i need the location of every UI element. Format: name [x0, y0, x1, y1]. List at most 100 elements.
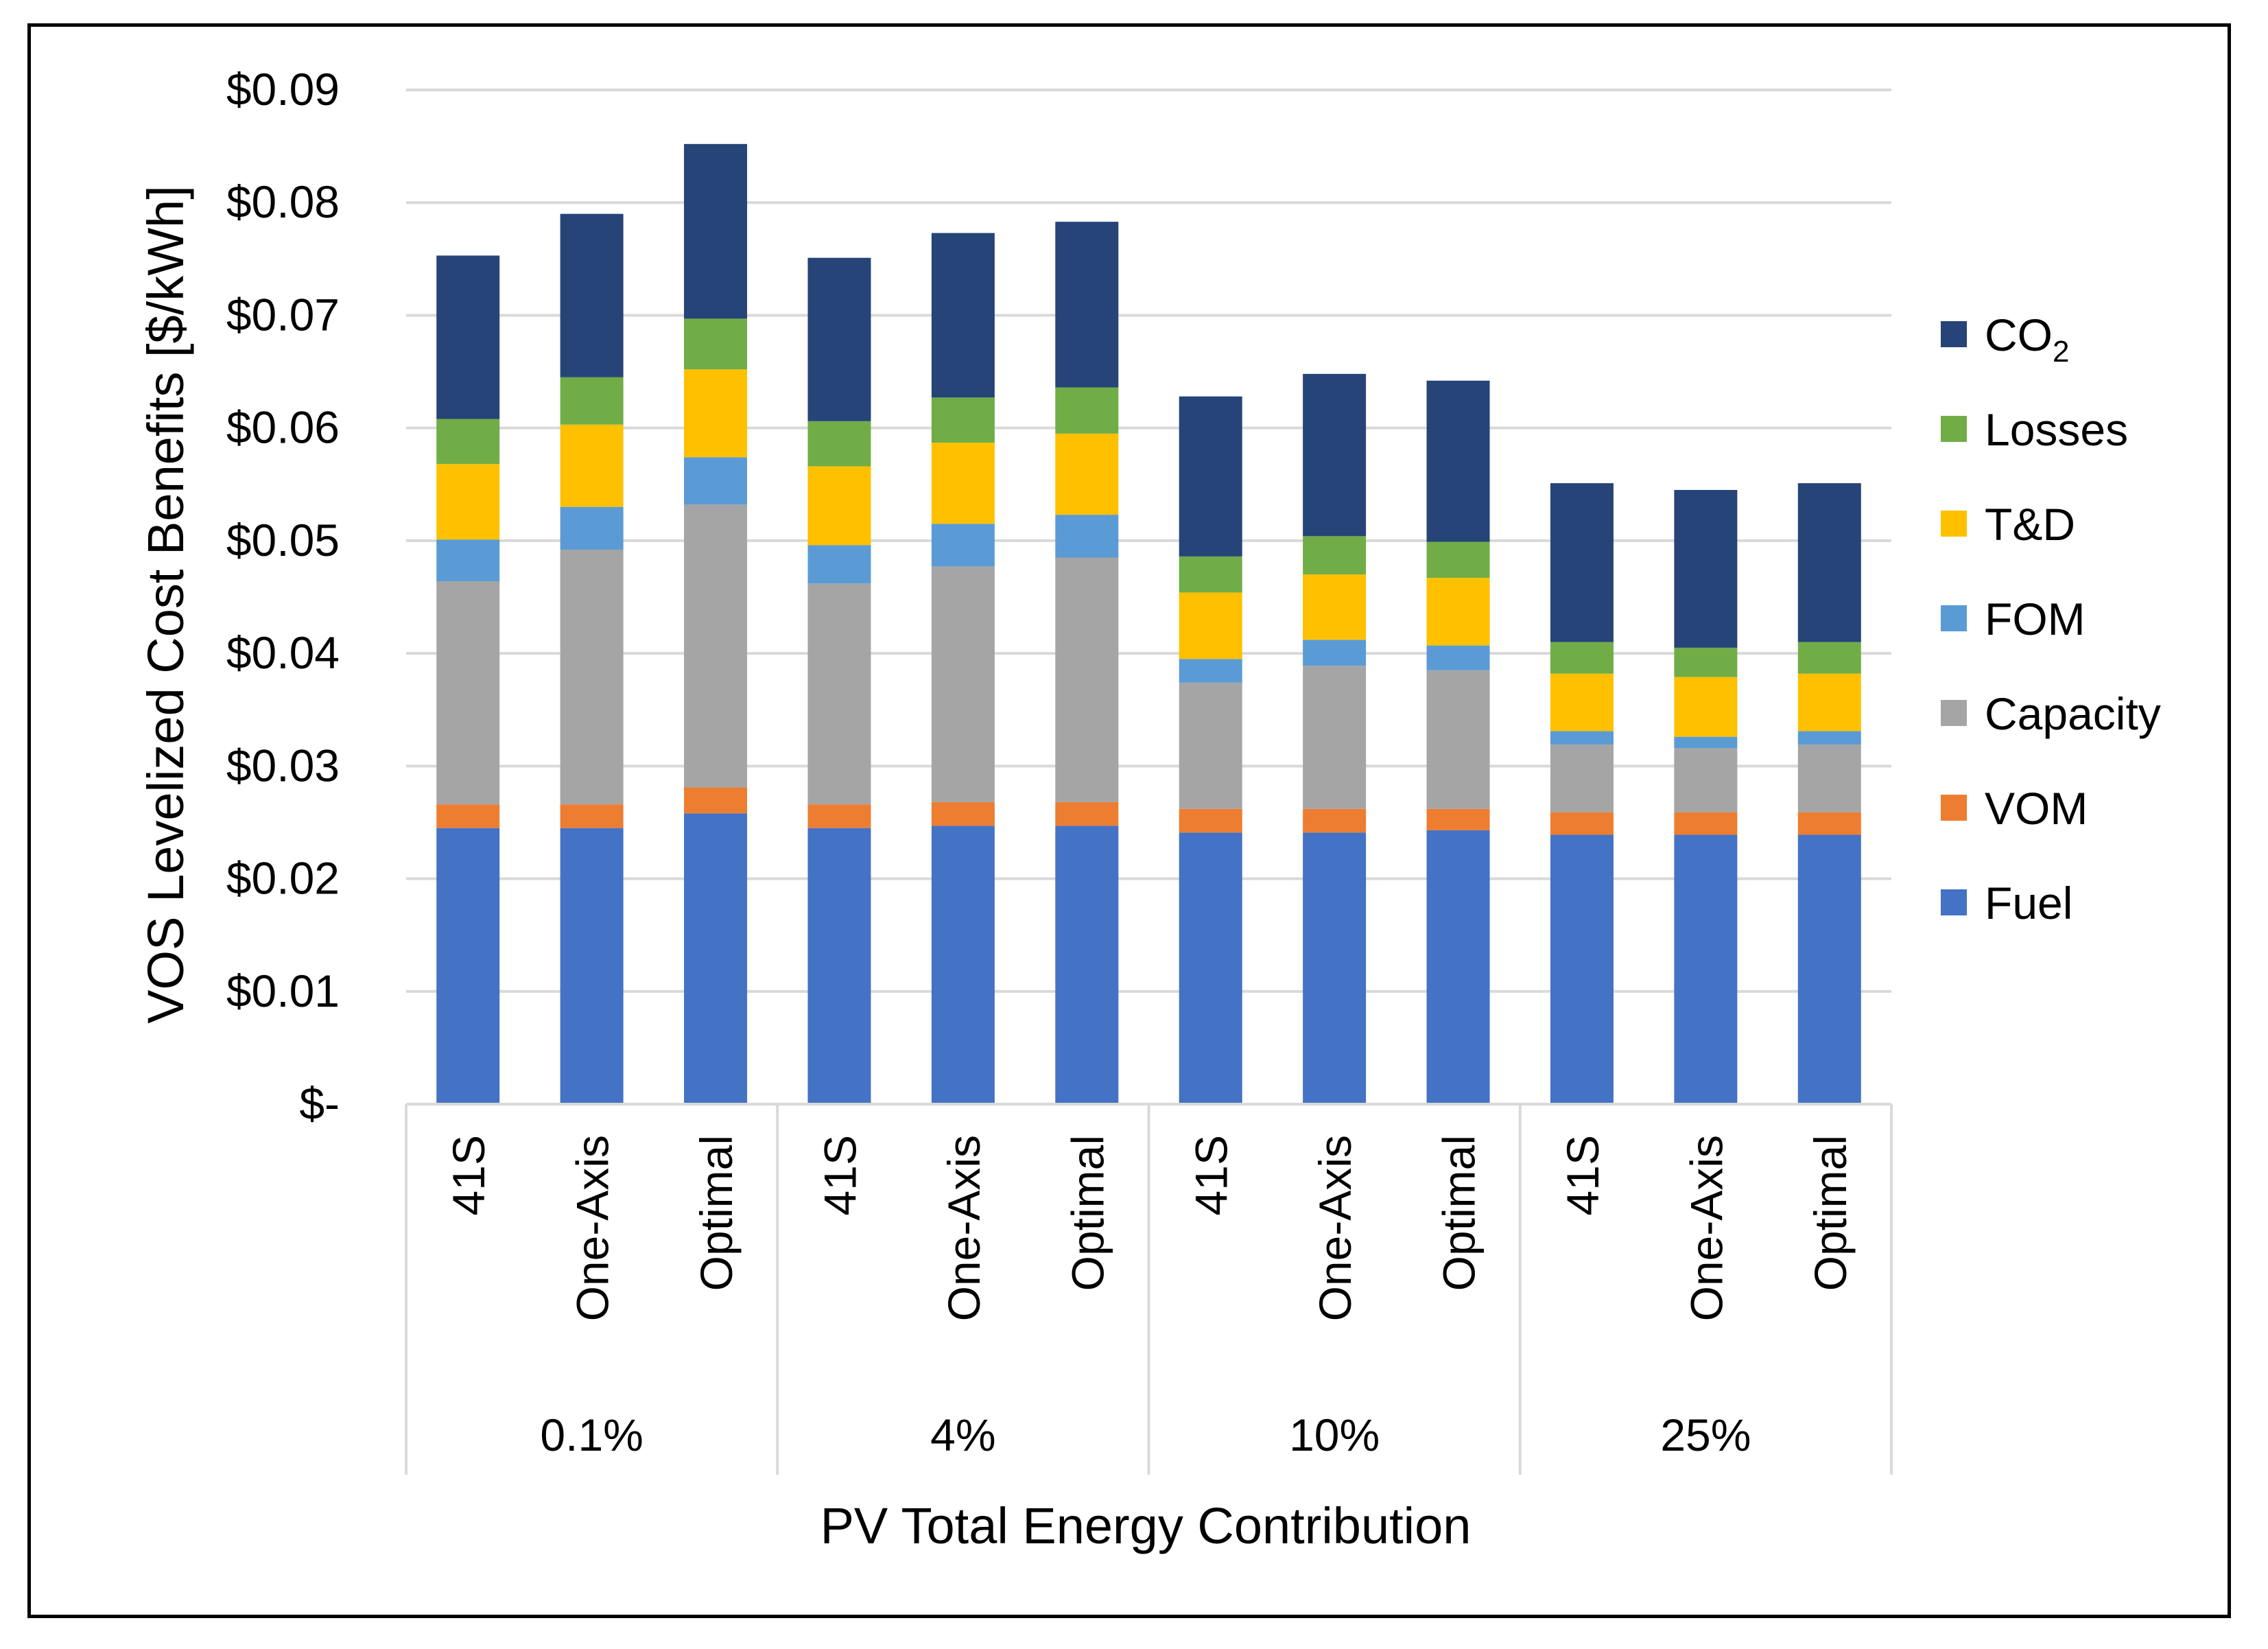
bar-segment-capacity: [1797, 745, 1861, 812]
bar-segment-fuel: [931, 826, 995, 1104]
bar-segment-fuel: [1797, 834, 1861, 1104]
legend-label-text: VOM: [1985, 783, 2088, 834]
bar-segment-fuel: [1674, 834, 1738, 1104]
bar-segment-t-d: [807, 466, 871, 546]
bar-segment-co: [684, 143, 748, 319]
y-tick-label: $0.05: [226, 515, 340, 565]
bar-segment-t-d: [436, 464, 500, 540]
x-axis: 41S One-Axis Optimal 0.1% 41S One-Axis Optimal…: [405, 1103, 1893, 1475]
legend-swatch: [1941, 511, 1967, 537]
bar-segment-capacity: [807, 583, 871, 805]
stacked-bar-chart: $- $0.01 $0.02 $0.03 $0.04 $0.05 $0.06 $0.07 $0.…: [137, 64, 2161, 1554]
group-label: 25%: [1660, 1410, 1751, 1460]
y-tick-label: $0.08: [226, 176, 340, 227]
bar-segment-fuel: [1055, 826, 1119, 1104]
legend-label-subscript: 2: [2053, 335, 2069, 369]
bar-segment-losses: [1797, 642, 1861, 674]
legend-label-text: FOM: [1985, 594, 2086, 644]
x-tick-label: One-Axis: [567, 1135, 618, 1321]
x-tick-label: One-Axis: [938, 1135, 989, 1321]
bar-segment-fom: [1426, 645, 1490, 670]
bar-segment-vom: [1674, 812, 1738, 835]
bar-segment-t-d: [560, 424, 624, 507]
bar-segment-co: [436, 255, 500, 419]
x-tick-label: Optimal: [1062, 1135, 1113, 1291]
bar-segment-fuel: [684, 813, 748, 1104]
bar-segment-t-d: [1055, 433, 1119, 515]
y-tick-label: $0.04: [226, 627, 340, 678]
bar-segment-fom: [684, 457, 748, 505]
bar-segment-co: [1797, 483, 1861, 642]
bar-segment-co: [1303, 373, 1367, 537]
y-axis-ticks: $- $0.01 $0.02 $0.03 $0.04 $0.05 $0.06 $0.07 $0.…: [226, 64, 340, 1129]
bar-segment-t-d: [1179, 592, 1242, 659]
bar-segment-capacity: [684, 504, 748, 788]
bar-segment-fom: [1303, 640, 1367, 666]
y-tick-label: $-: [299, 1078, 340, 1129]
legend-label-text: Fuel: [1985, 878, 2072, 928]
y-tick-label: $0.01: [226, 966, 340, 1016]
legend: CO2 Losses T&D FOM Capacity VOM Fuel: [1941, 309, 2161, 928]
bar-segment-t-d: [1303, 574, 1367, 640]
bar-segment-co: [1674, 489, 1738, 648]
bar-segment-fuel: [1550, 834, 1614, 1104]
legend-label: Fuel: [1985, 878, 2072, 928]
bar-segment-fom: [560, 506, 624, 550]
x-tick-label: Optimal: [691, 1135, 742, 1291]
bar-segment-vom: [1426, 808, 1490, 830]
bar-segment-co: [1426, 380, 1490, 542]
bar-segment-vom: [436, 804, 500, 828]
bar-segment-fom: [1797, 731, 1861, 745]
bar-segment-fuel: [560, 828, 624, 1104]
x-tick-label: 41S: [443, 1135, 494, 1215]
x-tick-label: 41S: [814, 1135, 865, 1215]
bar-segment-co: [1179, 396, 1242, 557]
legend-label-text: CO: [1985, 309, 2053, 360]
legend-swatch: [1941, 700, 1967, 726]
x-axis-label: PV Total Energy Contribution: [820, 1497, 1472, 1554]
bar-segment-vom: [931, 802, 995, 826]
bar-segment-losses: [560, 377, 624, 425]
bar-segment-losses: [1303, 536, 1367, 575]
bar-segment-fom: [1550, 731, 1614, 745]
bar-segment-losses: [931, 397, 995, 443]
bar-segment-vom: [1055, 802, 1119, 826]
bar-segment-co: [807, 257, 871, 421]
bar-segment-fuel: [436, 828, 500, 1104]
bar-segment-vom: [1797, 812, 1861, 835]
bar-segment-t-d: [684, 369, 748, 458]
legend-swatch: [1941, 889, 1967, 915]
bar-segment-capacity: [560, 550, 624, 805]
bar-segment-vom: [1550, 812, 1614, 835]
y-tick-label: $0.03: [226, 740, 340, 791]
bars: [436, 143, 1861, 1104]
legend-swatch: [1941, 416, 1967, 442]
bar-segment-fuel: [1303, 832, 1367, 1104]
y-tick-label: $0.02: [226, 853, 340, 904]
bar-segment-vom: [807, 804, 871, 828]
bar-segment-losses: [807, 421, 871, 467]
bar-segment-fom: [807, 545, 871, 584]
bar-segment-capacity: [1055, 557, 1119, 802]
group-label: 10%: [1289, 1410, 1380, 1460]
legend-label-text: Capacity: [1985, 688, 2161, 739]
legend-label-text: T&D: [1985, 499, 2075, 550]
legend-label: VOM: [1985, 783, 2088, 834]
bar-segment-co: [1550, 483, 1614, 642]
legend-swatch: [1941, 321, 1967, 347]
bar-segment-fom: [1055, 515, 1119, 558]
legend-swatch: [1941, 795, 1967, 821]
bar-segment-fom: [931, 524, 995, 567]
bar-segment-capacity: [931, 566, 995, 802]
bar-segment-vom: [1303, 808, 1367, 833]
bar-segment-fom: [436, 539, 500, 582]
bar-segment-vom: [1179, 808, 1242, 833]
bar-segment-vom: [684, 787, 748, 814]
x-tick-label: Optimal: [1434, 1135, 1485, 1291]
bar-segment-fom: [1179, 659, 1242, 683]
bar-segment-co: [1055, 222, 1119, 388]
bar-segment-t-d: [1426, 578, 1490, 646]
x-tick-label: One-Axis: [1681, 1135, 1732, 1321]
bar-segment-losses: [1055, 387, 1119, 434]
chart-frame: $- $0.01 $0.02 $0.03 $0.04 $0.05 $0.06 $0.07 $0.…: [27, 23, 2231, 1618]
